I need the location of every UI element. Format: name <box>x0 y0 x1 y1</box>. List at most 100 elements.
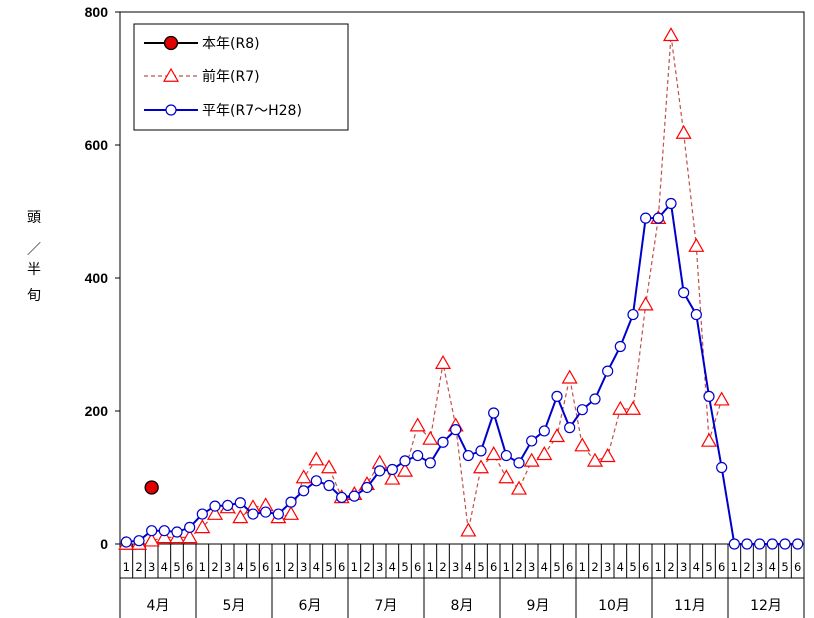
previous-year-point <box>675 124 692 139</box>
normal-year-point <box>665 197 677 210</box>
previous-year-point <box>662 27 680 42</box>
y-label-char: ／ <box>27 242 41 258</box>
dekad-label: 1 <box>351 560 358 574</box>
legend-label: 前年(R7) <box>202 68 260 85</box>
previous-year-point <box>498 469 515 484</box>
normal-year-point <box>551 390 563 402</box>
month-label: 9月 <box>527 598 550 614</box>
normal-year-point <box>602 365 614 377</box>
dekad-label: 2 <box>211 560 218 574</box>
previous-year-point <box>599 448 616 463</box>
previous-year-point <box>206 505 224 520</box>
dekad-label: 6 <box>338 560 345 574</box>
previous-year-point <box>282 505 300 520</box>
dekad-label: 3 <box>604 560 611 574</box>
dekad-label: 5 <box>553 560 560 574</box>
dekad-label: 3 <box>376 560 383 574</box>
legend-point <box>165 104 177 116</box>
dekad-label: 5 <box>173 560 180 574</box>
dekad-label: 5 <box>781 560 788 574</box>
normal-year-point <box>690 308 702 321</box>
y-tick-label: 200 <box>85 403 109 419</box>
dekad-label: 6 <box>566 560 573 574</box>
series-layer <box>118 27 804 550</box>
dekad-label: 1 <box>579 560 586 574</box>
normal-year-point <box>247 508 259 520</box>
normal-year-point <box>576 404 588 416</box>
previous-year-point <box>460 522 477 537</box>
normal-year-point <box>627 308 639 321</box>
normal-year-point <box>399 455 411 467</box>
previous-year-point <box>561 369 578 384</box>
previous-year-point <box>548 428 566 443</box>
month-label: 12月 <box>750 598 782 614</box>
month-label: 6月 <box>299 598 322 614</box>
dekad-label: 3 <box>148 560 155 574</box>
month-label: 7月 <box>375 598 398 614</box>
normal-year-point <box>779 538 791 550</box>
normal-year-point <box>158 525 170 537</box>
dekad-label: 4 <box>465 560 472 574</box>
normal-year-point <box>336 491 348 504</box>
normal-year-point <box>462 449 474 462</box>
previous-year-point <box>194 519 211 534</box>
month-label: 11月 <box>674 598 706 614</box>
normal-year-point <box>500 449 512 462</box>
previous-year-point <box>156 529 173 544</box>
dekad-label: 3 <box>224 560 231 574</box>
dekad-label: 2 <box>439 560 446 574</box>
legend-point <box>162 67 180 82</box>
month-label: 8月 <box>451 598 474 614</box>
normal-year-point <box>652 212 664 224</box>
dekad-label: 2 <box>363 560 370 574</box>
previous-year-point <box>409 417 426 432</box>
dekad-label: 6 <box>490 560 497 574</box>
normal-year-point <box>513 457 525 469</box>
dekad-label: 6 <box>262 560 269 574</box>
normal-year-point <box>285 496 297 508</box>
normal-year-point <box>272 508 284 520</box>
previous-year-point <box>472 459 490 474</box>
y-tick-label: 800 <box>85 4 109 20</box>
normal-year-point <box>589 393 601 405</box>
dekad-label: 1 <box>275 560 282 574</box>
dekad-label: 4 <box>389 560 396 574</box>
previous-year-point <box>295 469 312 484</box>
previous-year-point <box>510 480 528 495</box>
previous-year-line <box>126 35 723 545</box>
dekad-label: 4 <box>693 560 700 574</box>
normal-year-point <box>526 435 538 447</box>
normal-year-point <box>234 497 246 509</box>
dekad-label: 2 <box>591 560 598 574</box>
previous-year-point <box>181 529 198 544</box>
dekad-label: 2 <box>667 560 674 574</box>
dekad-label: 4 <box>541 560 548 574</box>
normal-year-point <box>146 525 158 537</box>
normal-year-series <box>120 197 804 550</box>
dekad-label: 2 <box>515 560 522 574</box>
dekad-label: 3 <box>300 560 307 574</box>
previous-year-point <box>688 237 705 252</box>
month-label: 10月 <box>598 598 630 614</box>
dekad-label: 1 <box>123 560 130 574</box>
dekad-label: 6 <box>186 560 193 574</box>
normal-year-point <box>348 490 360 502</box>
dekad-label: 2 <box>135 560 142 574</box>
normal-year-point <box>766 538 778 550</box>
normal-year-point <box>614 340 626 353</box>
dekad-label: 1 <box>199 560 206 574</box>
normal-year-point <box>120 536 132 548</box>
normal-year-point <box>538 425 550 437</box>
previous-year-point <box>485 446 502 461</box>
normal-year-point <box>424 457 436 469</box>
normal-year-point <box>488 407 500 419</box>
previous-year-point <box>143 532 160 547</box>
y-label-char: 頭 <box>27 210 41 226</box>
y-label-char: 半 <box>27 262 41 278</box>
previous-year-point <box>232 509 249 524</box>
dekad-label: 3 <box>680 560 687 574</box>
previous-year-point <box>713 391 730 406</box>
dekad-label: 5 <box>477 560 484 574</box>
normal-year-point <box>678 287 690 299</box>
legend-point <box>163 35 179 51</box>
